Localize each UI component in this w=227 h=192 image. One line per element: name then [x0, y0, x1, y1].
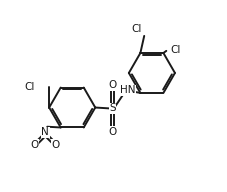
Text: Cl: Cl	[170, 45, 180, 55]
Text: Cl: Cl	[25, 82, 35, 92]
Text: O: O	[31, 140, 39, 150]
Text: HN: HN	[120, 85, 136, 95]
Text: O: O	[109, 127, 117, 137]
Text: N: N	[42, 127, 49, 137]
Text: O: O	[52, 140, 60, 150]
Text: Cl: Cl	[131, 24, 141, 34]
Text: S: S	[109, 103, 116, 113]
Text: O: O	[109, 80, 117, 90]
